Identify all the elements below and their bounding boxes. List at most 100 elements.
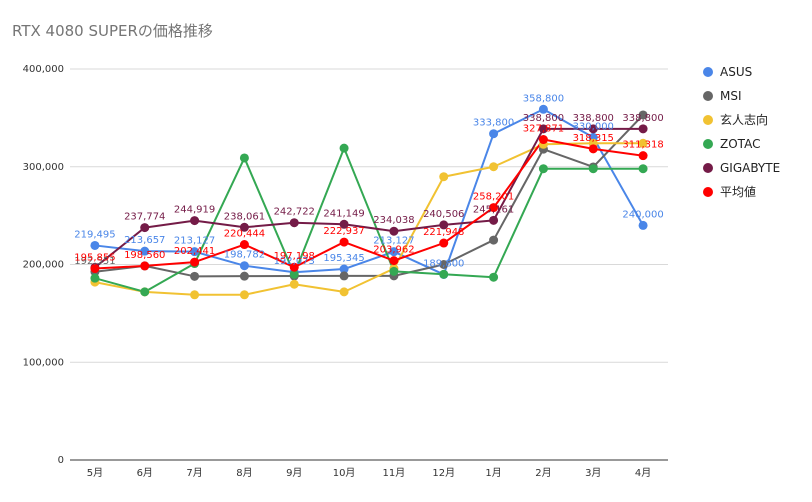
data-label: 318,315 xyxy=(573,133,614,144)
data-point xyxy=(239,271,249,281)
data-label: 240,000 xyxy=(622,209,663,220)
data-point xyxy=(638,151,648,161)
data-point xyxy=(339,237,349,247)
data-label: 333,800 xyxy=(473,118,514,129)
data-label: 202,441 xyxy=(174,246,215,257)
data-point xyxy=(489,129,499,139)
data-label: 220,444 xyxy=(224,229,265,240)
data-point xyxy=(239,153,249,163)
data-label: 195,345 xyxy=(323,253,364,264)
legend-label: GIGABYTE xyxy=(720,161,780,175)
data-point xyxy=(190,247,200,257)
data-point xyxy=(638,138,648,148)
y-axis-ticks: 0 100,000 200,000 300,000 400,000 xyxy=(23,64,64,466)
chart-title: RTX 4080 SUPERの価格推移 xyxy=(12,22,213,40)
data-point xyxy=(439,260,449,269)
data-point xyxy=(90,240,100,250)
x-tick-label: 6月 xyxy=(137,467,153,479)
data-point xyxy=(538,164,548,174)
legend-marker xyxy=(703,187,713,197)
x-tick-label: 11月 xyxy=(383,467,406,479)
x-tick-label: 3月 xyxy=(585,467,601,479)
x-tick-label: 9月 xyxy=(286,467,302,479)
data-point xyxy=(389,266,399,276)
data-label: 358,800 xyxy=(523,93,564,104)
legend: ASUS MSI 玄人志向 ZOTAC GIGABYTE 平均値 xyxy=(703,65,780,199)
data-point xyxy=(439,220,449,230)
y-tick-label: 400,000 xyxy=(23,64,64,75)
x-tick-label: 2月 xyxy=(535,467,551,479)
data-point xyxy=(289,279,299,289)
data-label: 330,000 xyxy=(573,121,614,132)
data-label: 195,855 xyxy=(74,253,115,264)
data-point xyxy=(588,124,598,134)
series-line-5 xyxy=(94,138,644,270)
data-point xyxy=(190,290,200,300)
x-tick-label: 12月 xyxy=(432,467,455,479)
data-point xyxy=(588,144,598,154)
data-label: 238,061 xyxy=(224,211,265,222)
legend-label: 玄人志向 xyxy=(720,112,768,127)
data-point xyxy=(638,110,648,120)
legend-marker xyxy=(703,67,713,77)
data-point xyxy=(638,220,648,230)
data-point xyxy=(90,264,100,274)
x-tick-label: 10月 xyxy=(333,467,356,479)
data-point xyxy=(538,135,548,145)
data-label: 241,149 xyxy=(323,208,364,219)
data-label: 338,800 xyxy=(523,113,564,124)
y-tick-label: 300,000 xyxy=(23,162,64,173)
data-point xyxy=(289,218,299,228)
y-tick-label: 200,000 xyxy=(23,260,64,271)
data-point xyxy=(339,143,349,153)
data-point xyxy=(239,261,249,271)
data-point xyxy=(588,164,598,174)
data-point xyxy=(339,219,349,229)
data-label: 244,919 xyxy=(174,205,215,216)
x-tick-label: 8月 xyxy=(236,467,252,479)
series-line-0 xyxy=(94,108,644,276)
x-tick-label: 7月 xyxy=(186,467,202,479)
data-point xyxy=(489,215,499,225)
data-point xyxy=(439,269,449,279)
data-label: 311,318 xyxy=(622,140,663,151)
series-line-3 xyxy=(94,147,644,293)
series-points xyxy=(90,104,648,300)
legend-marker xyxy=(703,139,713,149)
data-label: 222,937 xyxy=(323,226,364,237)
data-label: 258,201 xyxy=(473,192,514,203)
data-label: 219,495 xyxy=(74,229,115,240)
data-label: 327,871 xyxy=(523,124,564,135)
data-point xyxy=(489,162,499,172)
data-label: 197,198 xyxy=(274,251,315,262)
data-point xyxy=(389,256,399,266)
data-label: 338,800 xyxy=(622,113,663,124)
series-line-4 xyxy=(94,127,644,269)
data-point xyxy=(289,269,299,279)
series-lines xyxy=(94,108,644,296)
data-point xyxy=(538,124,548,134)
data-label: 242,722 xyxy=(274,207,315,218)
legend-label: ZOTAC xyxy=(720,137,760,151)
data-point xyxy=(190,216,200,226)
data-point xyxy=(190,271,200,281)
data-label: 237,774 xyxy=(124,212,165,223)
data-labels: 219,495 213,657 213,127 198,782 192,073 195,3… xyxy=(74,93,664,269)
x-axis-ticks: 5月 6月 7月 8月 9月 10月 11月 12月 1月 2月 3月 4月 xyxy=(87,467,652,479)
series-line-1 xyxy=(94,114,644,278)
x-tick-label: 1月 xyxy=(485,467,501,479)
data-point xyxy=(289,262,299,272)
data-point xyxy=(239,222,249,232)
data-label: 198,782 xyxy=(224,250,265,261)
x-tick-label: 5月 xyxy=(87,467,103,479)
legend-label: MSI xyxy=(720,89,742,103)
data-point xyxy=(140,287,150,297)
data-point xyxy=(239,290,249,300)
data-label: 213,127 xyxy=(373,236,414,247)
series-line-2 xyxy=(94,142,644,296)
data-label: 234,038 xyxy=(373,215,414,226)
legend-marker xyxy=(703,91,713,101)
y-tick-label: 0 xyxy=(58,455,64,466)
data-point xyxy=(489,235,499,245)
y-tick-label: 100,000 xyxy=(23,357,64,368)
